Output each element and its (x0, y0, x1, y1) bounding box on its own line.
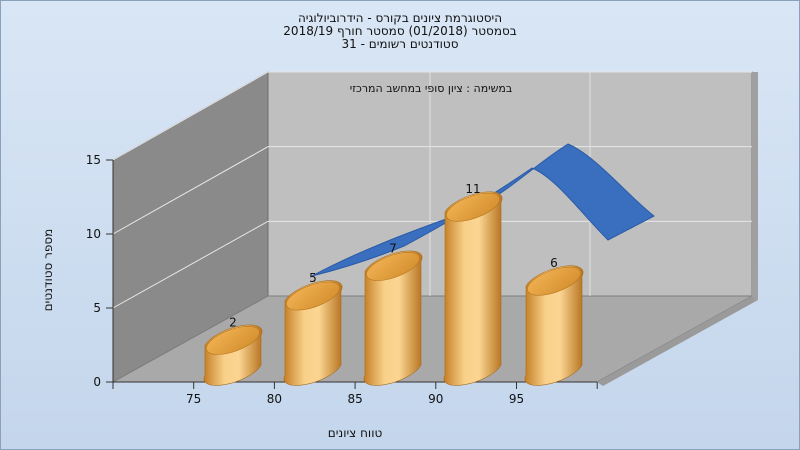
bar: 6 (524, 256, 584, 386)
wall-edge (752, 72, 758, 300)
bar-body (363, 250, 423, 386)
y-tick-label: 5 (93, 301, 101, 315)
floor-edge (597, 296, 758, 386)
bar-top (366, 252, 420, 281)
x-tick-label: 95 (509, 392, 524, 406)
bar: 5 (283, 271, 343, 386)
bar-top (446, 192, 500, 222)
chart-subtitle: במשימה : ציון סופי במחשב המרכזי (349, 82, 513, 95)
y-tick-label: 10 (86, 227, 101, 241)
x-tick-label: 80 (267, 392, 282, 406)
chart-title: היסטוגרמת ציונים בקורס - הידרוביולוגיה ב… (0, 12, 800, 51)
bar-top (286, 281, 340, 311)
bar: 11 (443, 182, 503, 386)
bar-body (524, 265, 584, 386)
bar: 7 (363, 241, 423, 386)
x-tick-label: 90 (428, 392, 443, 406)
bar-body (443, 191, 503, 386)
bar-data-label: 7 (389, 241, 397, 255)
y-tick-label: 15 (86, 153, 101, 167)
bar-data-label: 6 (550, 256, 558, 270)
x-axis-label: טווח ציונים (327, 426, 383, 440)
bar-top (527, 266, 581, 296)
bar: 2 (203, 315, 263, 386)
title-line-1: היסטוגרמת ציונים בקורס - הידרוביולוגיה (297, 11, 503, 25)
title-line-3: סטודנטים רשומים - 31 (341, 37, 459, 51)
y-tick-label: 0 (93, 375, 101, 389)
title-line-2: בסמסטר (01/2018) סמסטר חורף 2018/19 (283, 24, 517, 38)
x-tick-label: 85 (347, 392, 362, 406)
gridline (112, 146, 752, 235)
bar-top (206, 326, 260, 355)
bar-data-label: 2 (229, 315, 237, 329)
gridline (112, 71, 752, 161)
x-tick-label: 75 (186, 392, 201, 406)
bar-data-label: 5 (309, 271, 317, 285)
bar-data-label: 11 (465, 182, 480, 196)
y-axis-label: מספר סטודנטים (41, 228, 55, 312)
